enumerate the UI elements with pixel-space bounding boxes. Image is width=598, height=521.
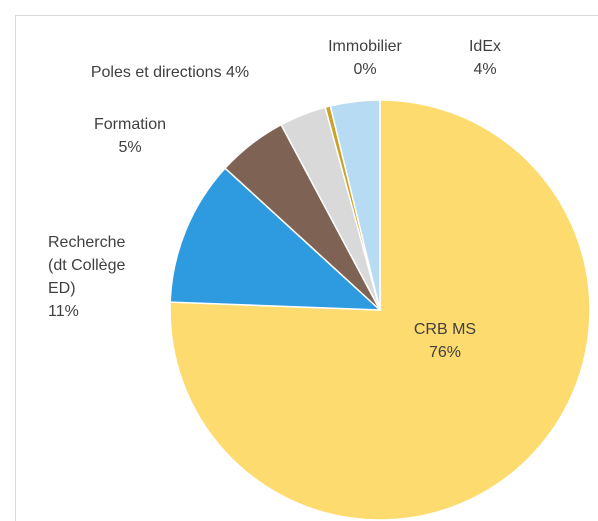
slice-label: Immobilier 0%	[315, 35, 415, 81]
value-label: 4%	[226, 64, 250, 81]
value-label: 4%	[473, 61, 497, 78]
chart-frame	[15, 15, 598, 521]
category-label: Recherche (dt Collège ED)	[48, 234, 126, 297]
slice-label: Formation 5%	[80, 113, 180, 159]
value-label: 76%	[428, 344, 462, 361]
category-label: Poles et directions	[90, 64, 222, 81]
category-label: Immobilier	[328, 38, 402, 55]
pie-slice	[329, 99, 381, 311]
slice-label: Recherche (dt Collège ED) 11%	[48, 231, 148, 323]
pie-slice	[169, 167, 383, 311]
slice-label: IdEx 4%	[435, 35, 535, 81]
category-label: Formation	[93, 116, 167, 133]
value-label: 0%	[353, 61, 377, 78]
category-label: IdEx	[468, 38, 501, 55]
pie-slice	[169, 99, 591, 521]
value-label: 11%	[48, 303, 79, 320]
slice-label: CRB MS 76%	[395, 318, 495, 364]
category-label: CRB MS	[413, 321, 477, 338]
slice-label: Poles et directions 4%	[60, 61, 280, 84]
value-label: 5%	[118, 139, 142, 156]
